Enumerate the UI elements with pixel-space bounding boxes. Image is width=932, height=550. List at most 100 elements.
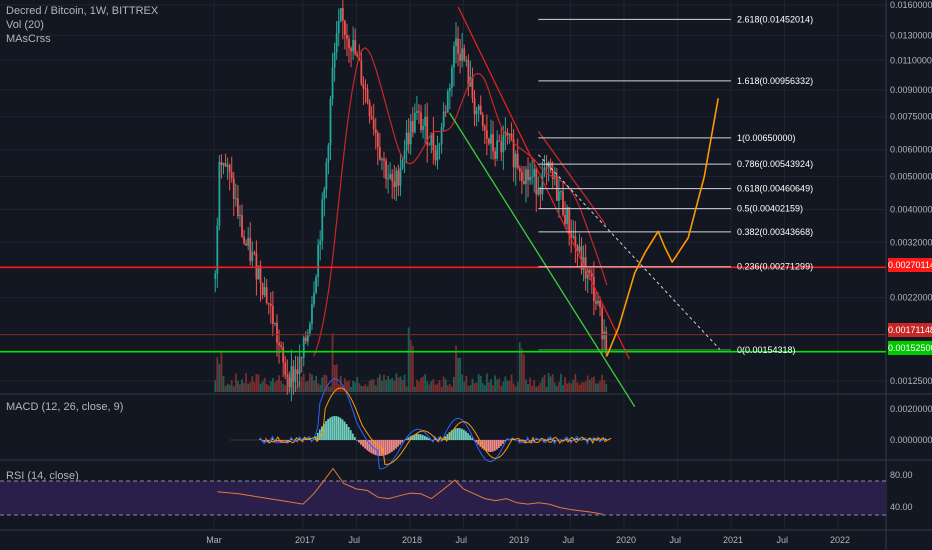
rsi-axis-label: 40.00	[890, 502, 913, 512]
macd-histogram-bar	[588, 438, 591, 440]
macd-histogram-bar	[325, 421, 327, 440]
candle-body	[325, 162, 328, 190]
candle-body	[510, 133, 513, 139]
candle-body	[477, 105, 480, 111]
volume-bar	[555, 386, 558, 392]
volume-bar	[374, 385, 377, 392]
volume-bar	[477, 374, 480, 392]
candle-body	[533, 168, 536, 177]
volume-indicator-label[interactable]: Vol (20)	[6, 19, 44, 31]
ma-cross-indicator-label[interactable]: MAsCrss	[6, 33, 51, 45]
volume-bar	[570, 383, 573, 392]
candle-body	[395, 170, 398, 188]
candle-body	[343, 20, 346, 35]
rsi-label[interactable]: RSI (14, close)	[6, 470, 79, 482]
volume-bar	[426, 381, 429, 392]
candle-body	[471, 76, 474, 99]
volume-bar	[531, 385, 534, 392]
candle-body	[605, 331, 608, 354]
volume-bar	[533, 380, 536, 392]
candle-body	[236, 198, 239, 217]
candle-body	[529, 176, 531, 181]
macd-histogram-bar	[549, 438, 552, 440]
candle-body	[537, 189, 540, 195]
candle-body	[346, 34, 348, 39]
support-price-tag: 0.00152500	[888, 341, 932, 355]
volume-bar	[409, 339, 412, 392]
macd-histogram-bar	[329, 417, 332, 440]
volume-bar	[247, 383, 250, 392]
candle-body	[492, 134, 494, 152]
candle-body	[368, 102, 371, 117]
candle-body	[498, 140, 501, 142]
candle-body	[393, 181, 396, 188]
macd-histogram-bar	[390, 440, 393, 452]
macd-histogram-bar	[343, 421, 346, 440]
candle-body	[278, 342, 280, 346]
candle-body	[226, 164, 229, 167]
candle-body	[214, 273, 217, 279]
candle-body	[467, 60, 470, 87]
macd-histogram-bar	[331, 416, 334, 440]
volume-bar	[401, 379, 404, 392]
volume-bar	[595, 383, 597, 392]
candle-body	[306, 333, 309, 342]
volume-bar	[232, 386, 235, 392]
candle-body	[545, 167, 548, 169]
volume-bar	[481, 383, 484, 392]
macd-histogram-bar	[337, 416, 340, 440]
macd-histogram-bar	[358, 440, 360, 443]
candle-body	[422, 125, 424, 130]
volume-bar	[356, 376, 359, 392]
macd-histogram-bar	[477, 440, 480, 445]
volume-bar	[562, 384, 564, 392]
candle-body	[317, 244, 320, 278]
candle-body	[506, 132, 509, 136]
volume-bar	[469, 385, 472, 392]
candle-body	[241, 214, 243, 237]
volume-bar	[457, 357, 459, 392]
volume-bar	[276, 380, 278, 392]
macd-histogram-bar	[259, 438, 262, 440]
candle-body	[590, 273, 593, 278]
volume-bar	[461, 374, 464, 392]
macd-histogram-bar	[574, 438, 576, 440]
candle-body	[411, 121, 414, 133]
macd-histogram-bar	[308, 438, 311, 440]
symbol-title[interactable]: Decred / Bitcoin, 1W, BITTREX	[6, 5, 159, 17]
candle-body	[232, 178, 235, 199]
volume-bar	[343, 378, 346, 392]
macd-histogram-bar	[281, 440, 284, 442]
candle-body	[348, 38, 350, 49]
candle-body	[228, 164, 231, 173]
time-axis-label: Jul	[456, 535, 468, 545]
volume-bar	[564, 377, 566, 392]
candle-body	[520, 171, 523, 181]
fib-level-label: 0.236(0.00271299)	[737, 262, 813, 272]
macd-histogram-bar	[502, 440, 504, 444]
macd-histogram-bar	[576, 438, 578, 440]
volume-bar	[539, 382, 542, 392]
macd-label[interactable]: MACD (12, 26, close, 9)	[6, 401, 124, 413]
volume-bar	[364, 384, 367, 392]
volume-bar	[327, 386, 330, 392]
candle-body	[597, 300, 599, 304]
candle-body	[300, 357, 303, 359]
candle-body	[500, 141, 503, 153]
volume-bar	[560, 373, 562, 392]
volume-bar	[274, 382, 276, 392]
chart-legend: Decred / Bitcoin, 1W, BITTREX Vol (20) M…	[6, 4, 158, 46]
candle-body	[333, 52, 336, 68]
macd-histogram-bar	[395, 440, 397, 449]
candle-body	[401, 159, 404, 168]
candle-body	[407, 132, 410, 145]
volume-bar	[234, 373, 237, 392]
volume-bar	[420, 377, 422, 392]
macd-histogram-bar	[290, 438, 292, 440]
volume-bar	[572, 379, 575, 392]
volume-bar	[566, 383, 569, 392]
